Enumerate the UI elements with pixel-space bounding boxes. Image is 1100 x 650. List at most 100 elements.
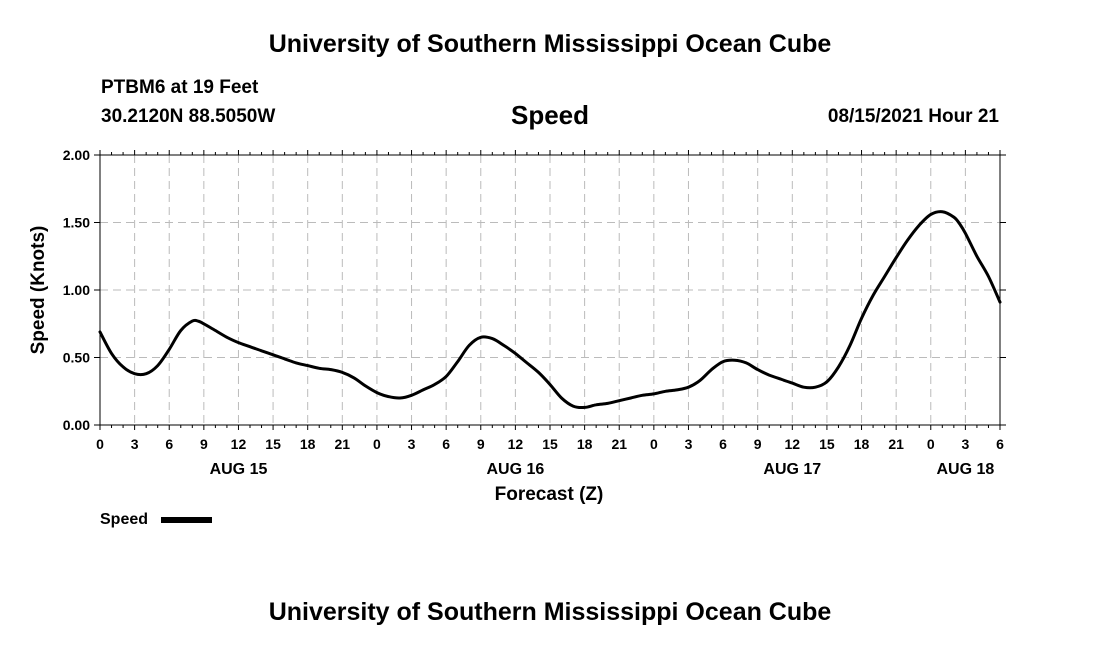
forecast-datetime: 08/15/2021 Hour 21 — [827, 106, 999, 127]
speed-data-point — [629, 396, 632, 400]
x-tick-label: 12 — [231, 436, 247, 452]
speed-data-point — [814, 386, 817, 389]
day-label: AUG 16 — [486, 461, 544, 478]
x-tick-label: 0 — [927, 436, 935, 452]
speed-data-point — [110, 352, 113, 355]
speed-data-point — [860, 317, 863, 320]
speed-data-point — [883, 275, 886, 278]
y-tick-label: 0.00 — [63, 417, 90, 433]
station-coordinates: 30.2120N 88.5050W — [101, 106, 276, 127]
speed-data-point — [906, 238, 909, 242]
speed-data-point — [156, 364, 159, 367]
speed-data-point — [179, 329, 182, 332]
grid-lines — [100, 155, 1000, 425]
speed-data-point — [698, 379, 702, 382]
speed-data-point — [433, 383, 436, 386]
speed-data-point — [525, 361, 529, 365]
speed-data-point — [352, 376, 356, 379]
x-tick-label: 21 — [335, 436, 351, 452]
legend: Speed — [100, 511, 212, 528]
x-tick-label: 3 — [131, 436, 139, 452]
speed-data-points — [98, 210, 1002, 409]
x-tick-label: 18 — [577, 436, 593, 452]
speed-data-point — [606, 402, 609, 405]
speed-data-point — [958, 222, 961, 226]
speed-data-point — [225, 336, 229, 339]
axis-ticks — [94, 150, 1006, 430]
speed-data-point — [468, 344, 471, 347]
speed-data-point — [375, 391, 379, 394]
chart-title-bottom: University of Southern Mississippi Ocean… — [268, 598, 832, 626]
speed-data-point — [283, 357, 286, 361]
speed-data-point — [191, 319, 194, 323]
x-tick-label: 6 — [442, 436, 450, 452]
speed-data-point — [202, 322, 206, 325]
speed-data-point — [329, 368, 332, 371]
speed-data-point — [710, 368, 713, 371]
speed-data-point — [491, 337, 494, 340]
speed-data-point — [837, 365, 840, 369]
speed-data-point — [675, 388, 679, 392]
speed-data-point — [121, 365, 125, 369]
speed-data-point — [144, 372, 148, 375]
y-axis-label: Speed (Knots) — [28, 226, 49, 355]
speed-data-point — [214, 329, 217, 332]
speed-data-point — [664, 390, 667, 393]
speed-data-point — [398, 396, 402, 400]
speed-data-point — [237, 341, 240, 344]
speed-data-point — [421, 388, 425, 392]
x-tick-label: 6 — [996, 436, 1004, 452]
x-tick-label: 0 — [96, 436, 104, 452]
x-tick-label: 15 — [265, 436, 281, 452]
x-tick-label: 18 — [854, 436, 870, 452]
variable-title: Speed — [510, 100, 590, 130]
speed-data-point — [802, 386, 806, 389]
x-tick-label: 9 — [200, 436, 208, 452]
x-tick-label: 9 — [754, 436, 762, 452]
speed-data-point — [779, 377, 782, 381]
station-label: PTBM6 at 19 Feet — [101, 77, 259, 98]
speed-data-point — [791, 381, 794, 385]
y-tick-label: 2.00 — [63, 147, 90, 163]
speed-data-point — [502, 344, 506, 347]
x-tick-label: 15 — [542, 436, 558, 452]
x-tick-label: 3 — [685, 436, 693, 452]
x-tick-label: 9 — [477, 436, 485, 452]
legend-swatch — [161, 517, 212, 523]
x-tick-label: 3 — [408, 436, 416, 452]
speed-data-point — [594, 403, 598, 406]
x-tick-label: 12 — [785, 436, 801, 452]
speed-data-point — [975, 255, 979, 258]
x-tick-label: 3 — [961, 436, 969, 452]
speed-data-point — [583, 406, 586, 409]
speed-data-point — [871, 294, 875, 297]
y-tick-label: 1.00 — [63, 282, 90, 298]
speed-data-point — [294, 361, 298, 365]
speed-data-point — [894, 256, 898, 259]
speed-data-point — [248, 345, 252, 348]
day-label: AUG 15 — [210, 461, 268, 478]
day-label: AUG 17 — [763, 461, 821, 478]
x-tick-label: 6 — [165, 436, 173, 452]
speed-data-point — [168, 348, 171, 351]
speed-data-point — [560, 396, 563, 400]
speed-data-point — [133, 372, 136, 375]
legend-label: Speed — [100, 511, 148, 528]
speed-data-point — [456, 360, 459, 363]
speed-data-point — [387, 395, 390, 398]
speed-data-point — [271, 353, 275, 356]
speed-data-point — [548, 383, 552, 386]
speed-data-point — [479, 336, 482, 339]
speed-data-point — [318, 367, 321, 370]
speed-data-point — [652, 392, 656, 396]
speed-data-point — [929, 213, 932, 216]
speed-data-point — [98, 330, 102, 334]
y-tick-labels: 0.00 0.50 1.00 1.50 2.00 — [63, 147, 90, 433]
day-labels: AUG 15 AUG 16 AUG 17 AUG 18 — [210, 461, 995, 478]
speed-data-point — [514, 352, 517, 355]
speed-data-point — [537, 371, 540, 374]
x-tick-label: 15 — [819, 436, 835, 452]
x-tick-label: 21 — [888, 436, 904, 452]
x-axis-label: Forecast (Z) — [495, 484, 604, 505]
